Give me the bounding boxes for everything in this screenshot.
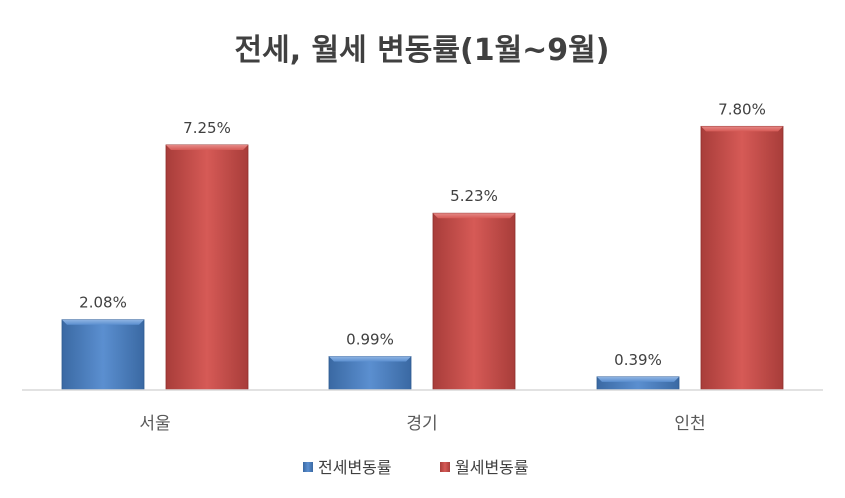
category-label: 경기 xyxy=(406,414,437,434)
bar-body xyxy=(61,319,145,391)
bar-jeonse-0 xyxy=(61,319,145,391)
bar-bevel xyxy=(433,213,515,219)
data-label: 5.23% xyxy=(450,187,498,205)
bar-bevel xyxy=(329,356,411,362)
bar-wolse-0 xyxy=(165,144,249,391)
legend-label-jeonse: 전세변동률 xyxy=(318,458,392,477)
bar-jeonse-2 xyxy=(596,376,680,391)
bar-bevel xyxy=(597,376,679,382)
bars-layer: 2.08% 7.25% 0.99% 5.23% 0.39% 7.80% xyxy=(61,100,784,391)
category-label: 서울 xyxy=(139,414,170,434)
bar-bevel xyxy=(166,144,248,150)
bar-body xyxy=(432,212,516,391)
category-labels: 서울 경기 인천 xyxy=(139,414,705,434)
bar-wolse-1 xyxy=(432,212,516,391)
data-label: 0.39% xyxy=(614,351,662,369)
data-label: 7.80% xyxy=(718,100,766,118)
bar-jeonse-1 xyxy=(328,356,412,391)
chart-title: 전세, 월세 변동률(1월~9월) xyxy=(235,33,610,68)
data-label: 7.25% xyxy=(183,119,231,137)
bar-body xyxy=(700,125,784,391)
legend-label-wolse: 월세변동률 xyxy=(455,458,529,477)
bar-bevel xyxy=(701,126,783,132)
bar-body xyxy=(328,356,412,391)
legend: 전세변동률 월세변동률 xyxy=(303,458,529,477)
bar-wolse-2 xyxy=(700,125,784,391)
legend-swatch-wolse xyxy=(440,462,450,472)
bar-body xyxy=(165,144,249,391)
bar-bevel xyxy=(62,319,144,325)
category-label: 인천 xyxy=(674,414,705,434)
data-label: 2.08% xyxy=(79,294,127,312)
data-label: 0.99% xyxy=(346,331,394,349)
legend-swatch-jeonse xyxy=(303,462,313,472)
